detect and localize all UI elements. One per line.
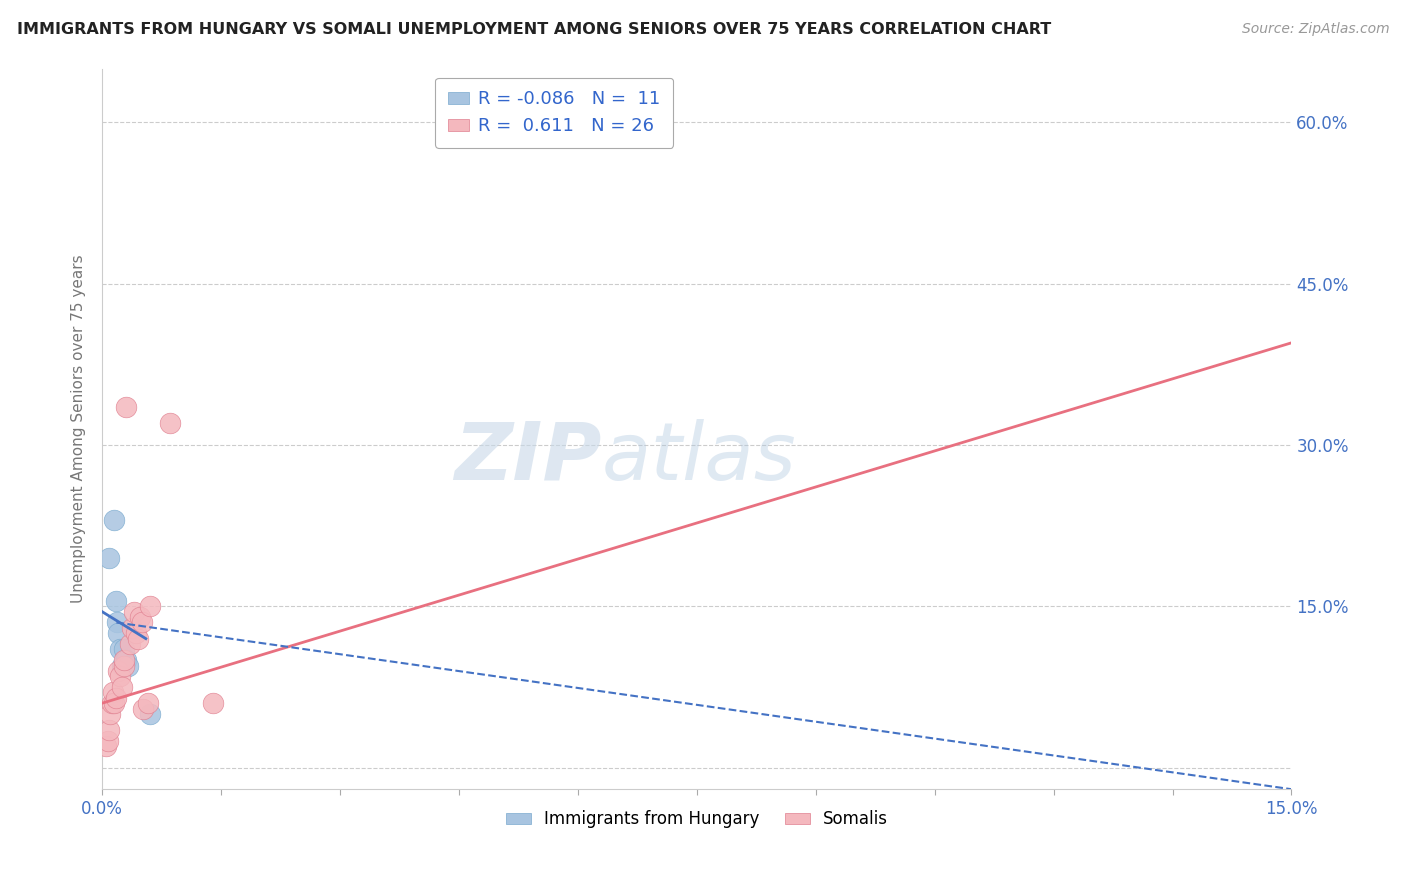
Point <box>98 706 121 721</box>
Point <box>111 658 134 673</box>
Point <box>112 658 135 673</box>
Point <box>202 696 225 710</box>
Point <box>159 417 181 431</box>
Point <box>118 637 141 651</box>
Point <box>97 551 120 566</box>
Text: Source: ZipAtlas.com: Source: ZipAtlas.com <box>1241 22 1389 37</box>
Point <box>136 696 159 710</box>
Point <box>100 696 122 710</box>
Point <box>97 723 120 737</box>
Point <box>108 642 131 657</box>
Legend: Immigrants from Hungary, Somalis: Immigrants from Hungary, Somalis <box>499 804 894 835</box>
Point <box>112 653 135 667</box>
Point <box>105 690 128 705</box>
Point <box>139 706 162 721</box>
Point <box>124 626 146 640</box>
Point <box>108 669 131 683</box>
Point <box>122 605 145 619</box>
Point <box>127 632 149 646</box>
Point <box>131 615 153 630</box>
Point <box>97 734 120 748</box>
Point <box>104 594 127 608</box>
Point <box>117 658 139 673</box>
Point <box>111 680 134 694</box>
Point <box>107 664 129 678</box>
Y-axis label: Unemployment Among Seniors over 75 years: Unemployment Among Seniors over 75 years <box>72 254 86 603</box>
Point <box>129 610 152 624</box>
Point <box>103 513 125 527</box>
Text: IMMIGRANTS FROM HUNGARY VS SOMALI UNEMPLOYMENT AMONG SENIORS OVER 75 YEARS CORRE: IMMIGRANTS FROM HUNGARY VS SOMALI UNEMPL… <box>17 22 1052 37</box>
Point <box>112 642 135 657</box>
Text: ZIP: ZIP <box>454 418 602 497</box>
Point <box>103 696 125 710</box>
Point <box>139 599 162 614</box>
Point <box>96 739 118 754</box>
Text: atlas: atlas <box>602 418 796 497</box>
Point <box>105 615 128 630</box>
Point <box>107 626 129 640</box>
Point <box>121 621 143 635</box>
Point <box>115 653 138 667</box>
Point <box>132 701 155 715</box>
Point <box>115 401 138 415</box>
Point <box>101 685 124 699</box>
